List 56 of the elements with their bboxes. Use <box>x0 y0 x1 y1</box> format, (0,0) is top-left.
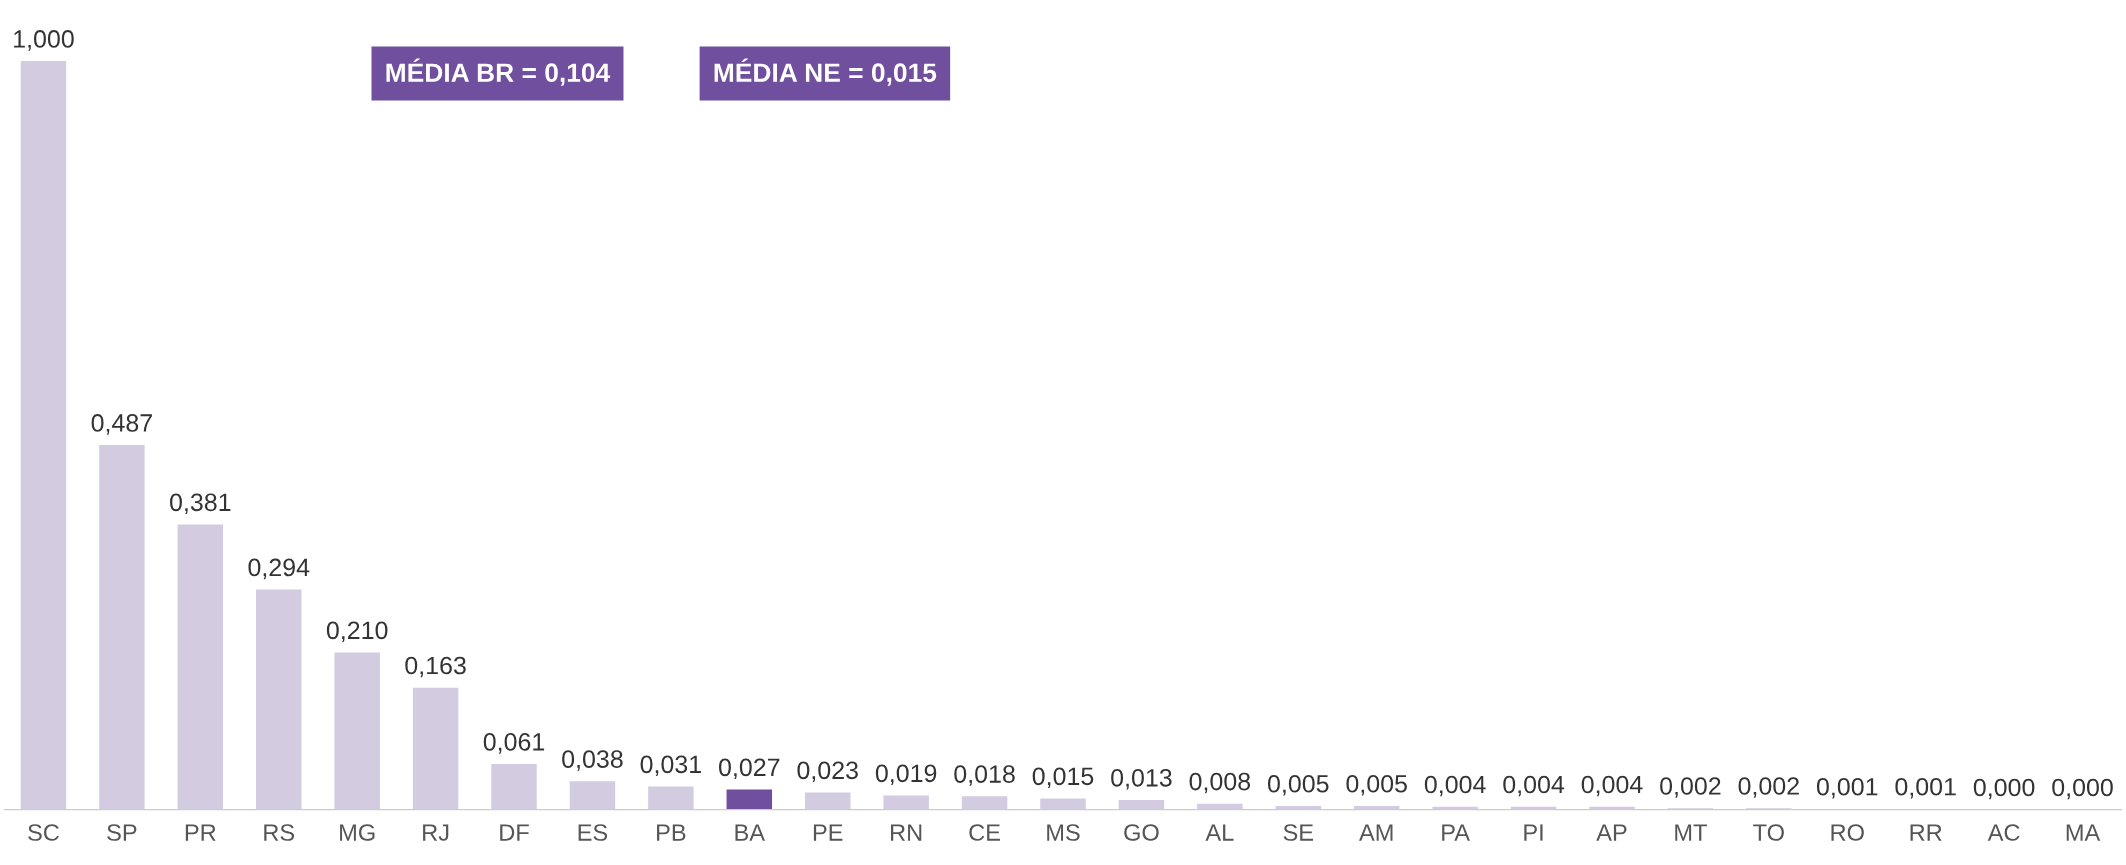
x-tick-label: RR <box>1910 824 1942 841</box>
data-label: 0,005 <box>1267 774 1329 796</box>
x-tick-label: MT <box>1675 824 1707 841</box>
data-label: 0,001 <box>1895 777 1956 799</box>
data-label: 0,015 <box>1032 767 1094 789</box>
data-label: 0,001 <box>1816 777 1878 799</box>
x-tick-label: BA <box>735 824 765 841</box>
x-tick-label: SE <box>1283 824 1314 841</box>
annotation: MÉDIA NE = 0,015 <box>714 58 937 86</box>
x-tick-label: CE <box>969 824 1000 841</box>
data-label: 0,027 <box>719 758 780 780</box>
x-tick-label: PE <box>813 824 843 841</box>
x-tick-label: RJ <box>423 824 449 841</box>
data-label: 0,023 <box>797 761 858 783</box>
data-label: 0,061 <box>483 733 545 754</box>
annotation: MÉDIA BR = 0,104 <box>386 58 611 86</box>
x-tick-label: AL <box>1205 824 1234 841</box>
data-label: 0,018 <box>954 765 1015 786</box>
data-label: 0,000 <box>1973 778 2035 800</box>
data-label: 0,002 <box>1738 777 1799 798</box>
x-tick-label: RS <box>264 824 295 841</box>
x-tick-label: SP <box>107 824 137 841</box>
data-label: 0,019 <box>875 764 937 786</box>
data-label: 0,004 <box>1503 775 1565 797</box>
data-label: 0,038 <box>562 750 623 771</box>
data-label: 0,487 <box>91 414 152 435</box>
x-tick-label: TO <box>1753 824 1784 841</box>
data-label: 0,005 <box>1346 774 1407 796</box>
data-label: 0,000 <box>2052 778 2113 800</box>
x-tick-label: RO <box>1831 824 1864 841</box>
x-tick-label: MA <box>2066 824 2101 841</box>
x-tick-label: DF <box>500 824 529 841</box>
data-label: 0,002 <box>1660 777 1721 798</box>
x-tick-label: SC <box>28 824 59 841</box>
x-tick-label: ES <box>578 824 608 841</box>
data-label: 0,013 <box>1111 768 1172 790</box>
data-label: 0,210 <box>326 621 388 643</box>
data-label: 0,381 <box>170 493 231 515</box>
x-tick-label: RN <box>891 824 922 841</box>
x-tick-label: AC <box>1987 824 2020 841</box>
x-tick-label: PR <box>185 824 216 841</box>
x-tick-label: PI <box>1524 824 1543 841</box>
data-label: 0,163 <box>405 656 466 678</box>
data-label: 0,294 <box>248 558 310 580</box>
x-tick-label: PB <box>657 824 686 841</box>
x-tick-label: AP <box>1596 824 1627 841</box>
x-tick-label: GO <box>1124 824 1159 841</box>
x-tick-label: MG <box>340 824 375 841</box>
data-label: 0,008 <box>1189 772 1251 794</box>
data-label: 0,004 <box>1424 775 1486 797</box>
data-label: 0,004 <box>1581 775 1643 797</box>
data-label: 0,031 <box>640 755 701 777</box>
x-tick-label: MS <box>1047 824 1080 841</box>
x-tick-label: AM <box>1359 824 1393 841</box>
data-label: 1,000 <box>14 30 74 51</box>
x-tick-label: PA <box>1442 824 1470 841</box>
